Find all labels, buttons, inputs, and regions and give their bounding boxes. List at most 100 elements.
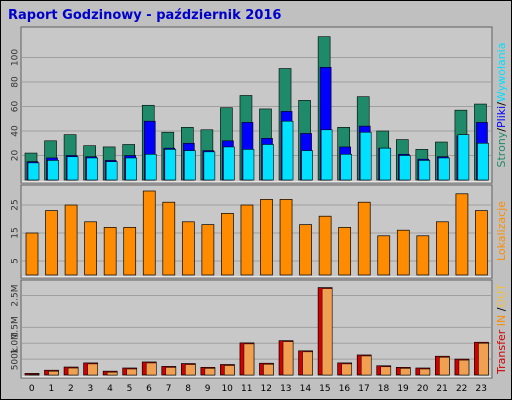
y-tick-label: 20 [11,150,21,162]
bar-lokalizacje [201,224,215,276]
bar-lokalizacje [396,229,410,276]
x-tick-label: 8 [185,384,191,394]
bar-lokalizacje [240,204,254,276]
y-tick-label: 100 [11,49,21,66]
y-tick-label: 15 [11,227,21,238]
y-tick-label: 1.0M [11,332,21,354]
bar-lokalizacje [45,210,58,276]
bar-transfer-in-out [48,370,59,376]
x-tick-label: 22 [456,384,467,394]
bar-lokalizacje [142,190,156,276]
x-tick-label: 2 [68,384,74,394]
panel-top: 20 40 60 80 100 [11,26,493,184]
bar-lokalizacje [475,210,488,276]
bar-lokalizacje [357,201,371,276]
bar-lokalizacje [455,193,469,276]
x-tick-label: 1 [48,384,54,394]
bar-transfer-in-out [478,343,489,376]
y-tick-label: 5 [11,258,21,264]
bar-lokalizacje [299,224,312,276]
panel-bg [20,26,493,184]
bar-lokalizacje [338,227,352,276]
side-labels: Strony/Pliki/Wywołania Lokalizacje Transfe… [495,43,508,375]
y-tick-label: 40 [11,125,21,137]
bar-lokalizacje [162,201,176,276]
x-tick-label: 4 [107,384,113,394]
side-label-part: IN [495,311,508,326]
bar-wywolania [144,153,157,181]
side-label-bottom: Transfer IN /OUT [495,284,508,375]
x-tick-label: 23 [476,384,487,394]
bar-lokalizacje [84,221,97,276]
x-tick-label: 3 [88,384,94,394]
bar-transfer-in-out [263,363,274,376]
side-label-part: Lokalizacje [495,201,508,261]
bar-wywolania [281,120,294,181]
y-tick-label: 1.5M [11,316,21,338]
side-label-part: / [495,102,508,106]
bar-wywolania [66,156,79,181]
bar-wywolania [47,160,59,181]
bar-lokalizacje [377,235,391,276]
bar-transfer-in-out [224,365,235,376]
x-tick-label: 16 [339,384,351,394]
x-tick-label: 13 [280,384,291,394]
bar-wywolania [477,142,489,181]
y-tick-label: 60 [11,101,21,113]
bar-wywolania [379,147,392,181]
bar-lokalizacje [181,221,195,276]
bar-wywolania [340,153,352,181]
x-tick-label: 7 [166,384,172,394]
bar-lokalizacje [103,227,117,276]
bar-transfer-in-out [380,366,391,376]
bar-transfer-in-out [67,367,79,376]
bar-lokalizacje [279,199,293,276]
y-tick-label: 2.5M [11,284,21,306]
bar-transfer-in-out [28,374,40,376]
side-label-part: Strony [495,131,508,167]
bar-transfer-in-out [321,288,333,376]
bar-wywolania [359,131,372,181]
bar-lokalizacje [123,227,137,276]
x-tick-label: 11 [241,384,252,394]
x-tick-label: 12 [261,384,272,394]
x-tick-label: 14 [300,384,312,394]
side-label-part: Pliki [495,106,508,128]
bar-transfer-in-out [106,371,118,376]
bar-transfer-in-out [185,364,196,376]
bar-wywolania [125,157,138,181]
y-tick-label: 80 [11,76,21,88]
bar-wywolania [438,157,450,181]
x-tick-label: 5 [127,384,133,394]
chart-title: Raport Godzinowy - październik 2016 [8,8,281,23]
panel-middle: 5 15 25 [11,184,493,279]
bar-wywolania [320,129,333,181]
bar-lokalizacje [64,204,78,276]
panel-bg [20,184,493,279]
bar-wywolania [418,160,431,181]
x-tick-label: 20 [417,384,429,394]
bar-lokalizacje [25,232,39,276]
y-tick-label: 500k [11,347,21,370]
x-tick-label: 0 [29,384,35,394]
side-label-part: / [495,307,508,311]
x-tick-label: 15 [319,384,330,394]
bar-wywolania [164,149,177,181]
bar-transfer-in-out [302,351,313,376]
bar-transfer-in-out [146,362,157,376]
x-tick-label: 9 [205,384,211,394]
x-tick-label: 17 [358,384,369,394]
side-label-top: Strony/Pliki/Wywołania [495,43,508,168]
bar-wywolania [203,151,216,181]
bar-transfer-in-out [419,368,431,376]
bar-transfer-in-out [360,355,372,376]
x-tick-label: 18 [378,384,390,394]
bar-wywolania [105,161,118,181]
bar-transfer-in-out [126,368,137,376]
bar-transfer-in-out [87,363,98,376]
bar-lokalizacje [436,221,449,276]
bar-wywolania [457,134,470,181]
side-label-part: / [495,128,508,132]
